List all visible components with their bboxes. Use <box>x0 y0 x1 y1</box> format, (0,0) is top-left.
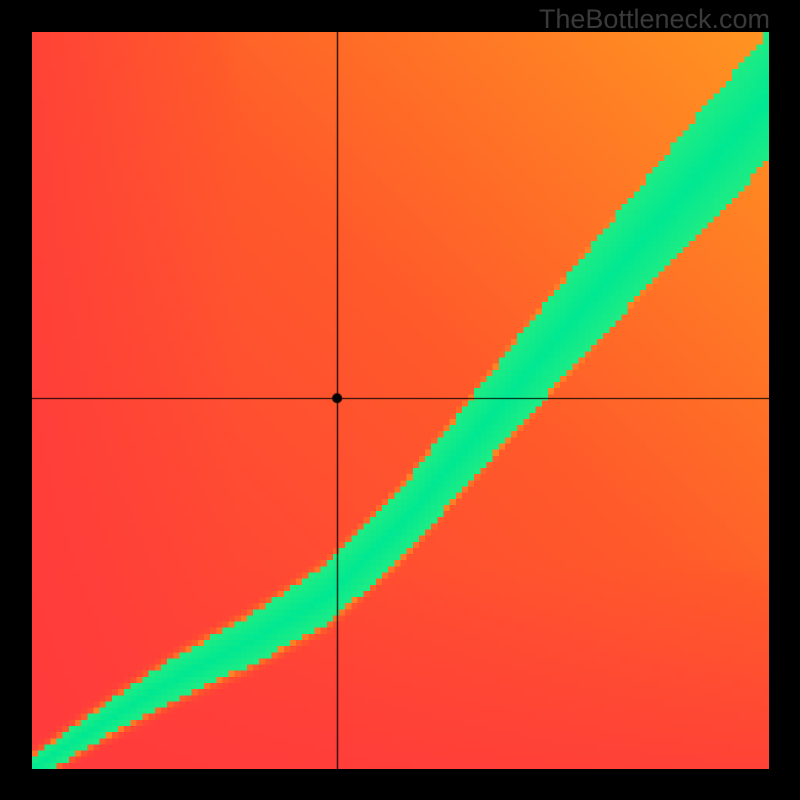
bottleneck-heatmap <box>32 32 769 769</box>
watermark-text: TheBottleneck.com <box>539 4 770 35</box>
